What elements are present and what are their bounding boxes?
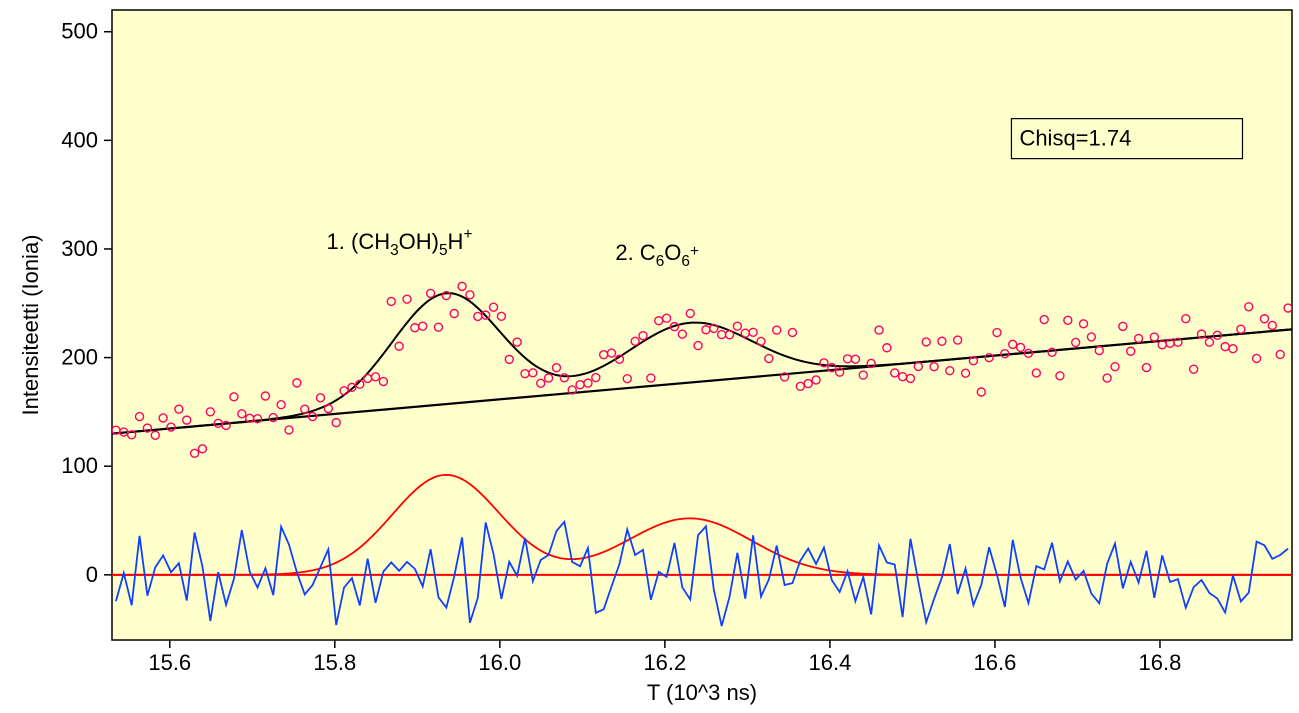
svg-text:15.6: 15.6 xyxy=(148,650,191,675)
svg-text:Intensiteetti (Ionia): Intensiteetti (Ionia) xyxy=(18,235,43,416)
svg-text:100: 100 xyxy=(61,453,98,478)
svg-text:300: 300 xyxy=(61,236,98,261)
svg-text:16.8: 16.8 xyxy=(1139,650,1182,675)
svg-text:16.2: 16.2 xyxy=(643,650,686,675)
svg-text:Chisq=1.74: Chisq=1.74 xyxy=(1019,126,1131,151)
svg-text:T (10^3 ns): T (10^3 ns) xyxy=(647,680,757,705)
chart-svg: 15.6 15.8 16.0 16.2 16.4 16.6 16.8 0 100 200 300 40… xyxy=(0,0,1299,713)
svg-text:16.0: 16.0 xyxy=(478,650,521,675)
spectrum-chart: 15.6 15.8 16.0 16.2 16.4 16.6 16.8 0 100 200 300 40… xyxy=(0,0,1299,713)
svg-text:200: 200 xyxy=(61,345,98,370)
svg-text:500: 500 xyxy=(61,19,98,44)
svg-text:16.4: 16.4 xyxy=(808,650,851,675)
svg-text:0: 0 xyxy=(86,562,98,587)
svg-text:400: 400 xyxy=(61,127,98,152)
svg-text:16.6: 16.6 xyxy=(974,650,1017,675)
svg-text:15.8: 15.8 xyxy=(313,650,356,675)
